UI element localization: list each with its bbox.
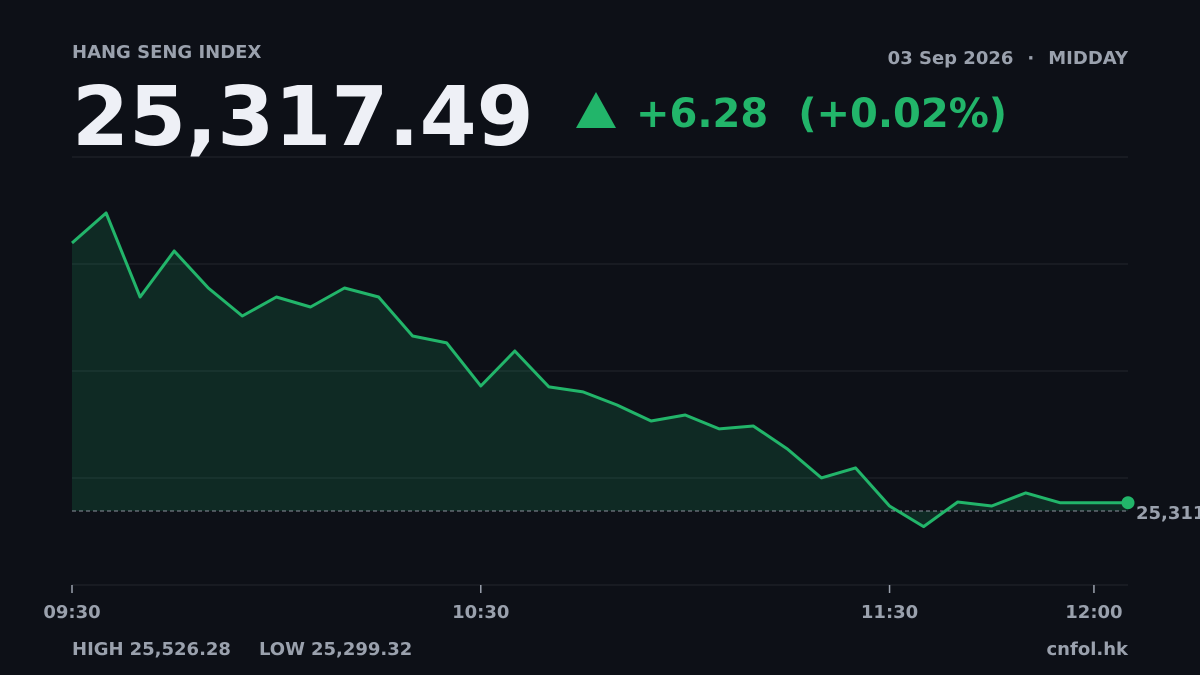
last-point [1121,496,1135,510]
up-arrow [576,92,616,128]
x-tick-label: 10:30 [452,602,509,623]
high-value: 25,526.28 [130,639,231,660]
reference-label: 25,311.21 [1136,503,1200,524]
price: 25,317.49 [72,70,534,165]
change-points: +6.28 [636,91,768,137]
day-range: HIGH 25,526.28 LOW 25,299.32 [72,639,412,660]
x-tick-label: 11:30 [861,602,918,623]
index-title: HANG SENG INDEX [72,42,261,63]
high-label: HIGH [72,639,124,660]
change: +6.28 (+0.02%) [636,91,1007,137]
change-percent: (+0.02%) [798,91,1007,137]
session-info: 03 Sep 2026 · MIDDAY [888,48,1129,69]
price-line [71,211,1128,529]
x-tick-label: 09:30 [43,602,100,623]
low-value: 25,299.32 [311,639,412,660]
low-label: LOW [259,639,305,660]
area [72,213,1128,527]
separator: · [1027,48,1034,69]
plot: 09:30 10:30 11:30 12:00 25,311.21 [43,156,1200,623]
x-tick-label: 12:00 [1065,602,1122,623]
session: MIDDAY [1048,48,1129,69]
date: 03 Sep 2026 [888,48,1014,69]
source: cnfol.hk [1047,639,1130,660]
